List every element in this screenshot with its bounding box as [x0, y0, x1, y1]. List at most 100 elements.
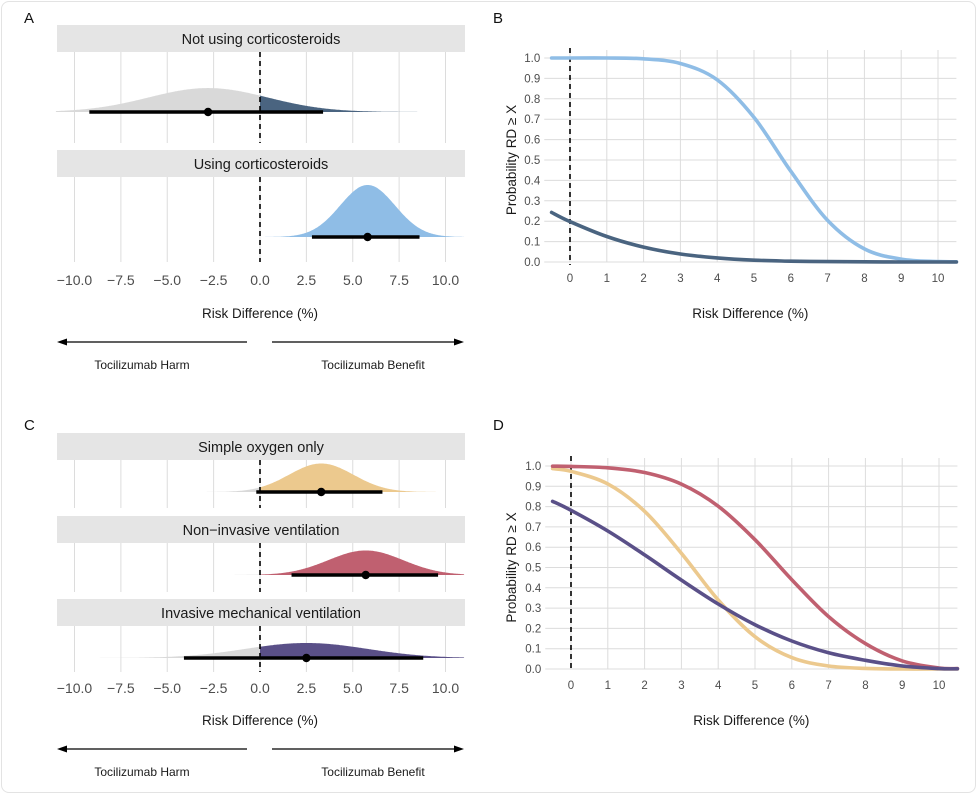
panel-letter: A [24, 10, 34, 27]
facet: Simple oxygen only [55, 433, 465, 508]
point-estimate [302, 653, 311, 663]
facet-label: Using corticosteroids [194, 157, 329, 173]
x-tick-label: 5 [752, 680, 758, 692]
x-tick-label: 2.5 [297, 272, 317, 288]
x-axis-label: Risk Difference (%) [692, 306, 808, 321]
x-tick-label: 4 [714, 273, 721, 285]
density-above-zero [260, 185, 465, 237]
x-tick-label: 8 [862, 680, 868, 692]
x-tick-label: −5.0 [153, 680, 181, 696]
facet: Invasive mechanical ventilation [55, 599, 465, 672]
panel-letter: D [493, 417, 504, 434]
x-tick-label: −2.5 [200, 272, 228, 288]
x-tick-label: −10.0 [57, 680, 93, 696]
y-tick-label: 0.2 [525, 623, 541, 635]
facet-label: Non−invasive ventilation [183, 523, 340, 539]
panel-letter: B [493, 10, 503, 27]
y-tick-label: 0.6 [524, 135, 540, 147]
y-tick-label: 0.3 [525, 603, 541, 615]
x-tick-label: 8 [861, 273, 867, 285]
y-axis-label: Probability RD ≥ X [504, 105, 519, 215]
y-tick-label: 1.0 [524, 53, 540, 65]
x-tick-label: −7.5 [107, 272, 135, 288]
x-tick-label: 4 [715, 680, 722, 692]
facet-label: Not using corticosteroids [182, 32, 341, 48]
facet-strip [57, 599, 465, 626]
x-axis-label: Risk Difference (%) [202, 713, 318, 728]
arrow-head-right [454, 338, 464, 346]
x-tick-label: 2 [640, 273, 646, 285]
y-tick-label: 0.9 [524, 73, 540, 85]
x-tick-label: 7.5 [389, 680, 409, 696]
y-tick-label: 0.3 [524, 196, 540, 208]
x-tick-label: −10.0 [57, 272, 93, 288]
facet: Using corticosteroids [57, 150, 465, 262]
x-tick-label: 6 [788, 273, 794, 285]
y-axis-label: Probability RD ≥ X [504, 512, 519, 622]
facet: Non−invasive ventilation [55, 516, 465, 592]
point-estimate [317, 487, 326, 497]
series-line-1 [550, 464, 960, 671]
x-tick-label: 1 [605, 680, 611, 692]
y-tick-label: 1.0 [525, 461, 541, 473]
arrow-head-left [57, 745, 67, 753]
x-tick-label: 5.0 [343, 272, 363, 288]
arrow-head-left [57, 338, 67, 346]
x-tick-label: 2.5 [297, 680, 317, 696]
x-tick-label: 0.0 [250, 272, 270, 288]
x-tick-label: −2.5 [200, 680, 228, 696]
y-tick-label: 0.1 [524, 237, 540, 249]
panel-letter: C [24, 417, 35, 434]
series-line-2 [550, 499, 960, 671]
y-tick-label: 0.6 [525, 542, 541, 554]
density-above-zero [260, 463, 465, 492]
y-tick-label: 0.5 [524, 155, 540, 167]
x-tick-label: 10 [932, 273, 945, 285]
y-tick-label: 0.1 [525, 644, 541, 656]
facet-strip [57, 150, 465, 177]
point-estimate [361, 570, 370, 580]
series-line-0 [549, 56, 959, 264]
panel-c: C Simple oxygen only Non−invasive ventilat… [24, 417, 465, 779]
panel-a: A Not using corticosteroids Using corticos… [24, 10, 465, 372]
panel-b: B 0.0 0.1 0.2 0.3 0.4 0.5 0.6 0.7 0.8 0.9 1.0 0 1 2 3 4 5… [493, 10, 959, 321]
y-tick-label: 0.7 [525, 522, 541, 534]
harm-label: Tocilizumab Harm [94, 765, 189, 779]
series-line-1 [549, 210, 959, 264]
x-tick-label: 10.0 [432, 272, 459, 288]
density-below-zero [55, 646, 261, 658]
benefit-label: Tocilizumab Benefit [321, 358, 425, 372]
x-tick-label: −5.0 [153, 272, 181, 288]
x-tick-label: 7 [825, 680, 831, 692]
point-estimate [363, 232, 372, 242]
x-tick-label: 9 [899, 680, 905, 692]
x-tick-label: 0 [568, 680, 574, 692]
x-tick-label: −7.5 [107, 680, 135, 696]
facet: Not using corticosteroids [55, 25, 465, 143]
density-below-zero [55, 487, 261, 492]
benefit-label: Tocilizumab Benefit [321, 765, 425, 779]
x-tick-label: 7 [824, 273, 830, 285]
facet-label: Simple oxygen only [198, 440, 324, 456]
facet-label: Invasive mechanical ventilation [161, 606, 361, 622]
x-axis-label: Risk Difference (%) [693, 713, 809, 728]
x-axis-label: Risk Difference (%) [202, 306, 318, 321]
x-tick-label: 9 [898, 273, 904, 285]
harm-label: Tocilizumab Harm [94, 358, 189, 372]
series-line-0 [550, 466, 960, 671]
y-tick-label: 0.0 [524, 257, 540, 269]
x-tick-label: 0 [567, 273, 573, 285]
y-tick-label: 0.4 [525, 583, 542, 595]
x-tick-label: 0.0 [250, 680, 270, 696]
density-below-zero [55, 88, 261, 112]
x-tick-label: 10.0 [432, 680, 459, 696]
panel-d: D 0.0 0.1 0.2 0.3 0.4 0.5 0.6 0.7 0.8 0.9 1.0 0 1 2 3 4 5… [493, 417, 960, 728]
x-tick-label: 1 [604, 273, 610, 285]
density-above-zero [260, 550, 465, 575]
y-tick-label: 0.9 [525, 481, 541, 493]
x-tick-label: 6 [789, 680, 795, 692]
x-tick-label: 10 [933, 680, 946, 692]
y-tick-label: 0.0 [525, 664, 541, 676]
